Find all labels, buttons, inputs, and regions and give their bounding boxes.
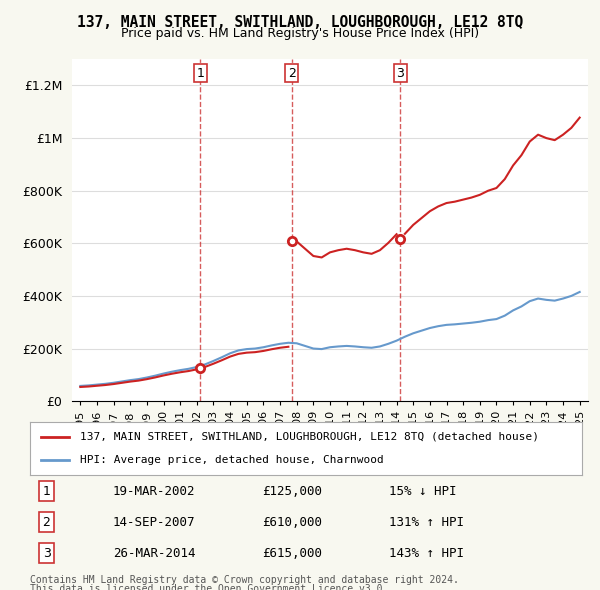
Text: £615,000: £615,000 bbox=[262, 546, 322, 560]
Text: 3: 3 bbox=[43, 546, 50, 560]
Text: Price paid vs. HM Land Registry's House Price Index (HPI): Price paid vs. HM Land Registry's House … bbox=[121, 27, 479, 40]
Text: 1: 1 bbox=[43, 484, 50, 498]
Text: 143% ↑ HPI: 143% ↑ HPI bbox=[389, 546, 464, 560]
Text: 2: 2 bbox=[288, 67, 296, 80]
Text: 26-MAR-2014: 26-MAR-2014 bbox=[113, 546, 196, 560]
Text: This data is licensed under the Open Government Licence v3.0.: This data is licensed under the Open Gov… bbox=[30, 584, 388, 590]
Text: 19-MAR-2002: 19-MAR-2002 bbox=[113, 484, 196, 498]
Text: HPI: Average price, detached house, Charnwood: HPI: Average price, detached house, Char… bbox=[80, 455, 383, 465]
Text: 15% ↓ HPI: 15% ↓ HPI bbox=[389, 484, 457, 498]
Text: 137, MAIN STREET, SWITHLAND, LOUGHBOROUGH, LE12 8TQ: 137, MAIN STREET, SWITHLAND, LOUGHBOROUG… bbox=[77, 15, 523, 30]
Text: Contains HM Land Registry data © Crown copyright and database right 2024.: Contains HM Land Registry data © Crown c… bbox=[30, 575, 459, 585]
Text: 137, MAIN STREET, SWITHLAND, LOUGHBOROUGH, LE12 8TQ (detached house): 137, MAIN STREET, SWITHLAND, LOUGHBOROUG… bbox=[80, 432, 539, 442]
Text: 14-SEP-2007: 14-SEP-2007 bbox=[113, 516, 196, 529]
Text: £610,000: £610,000 bbox=[262, 516, 322, 529]
Text: £125,000: £125,000 bbox=[262, 484, 322, 498]
Text: 1: 1 bbox=[196, 67, 204, 80]
Text: 2: 2 bbox=[43, 516, 50, 529]
Text: 131% ↑ HPI: 131% ↑ HPI bbox=[389, 516, 464, 529]
Text: 3: 3 bbox=[397, 67, 404, 80]
